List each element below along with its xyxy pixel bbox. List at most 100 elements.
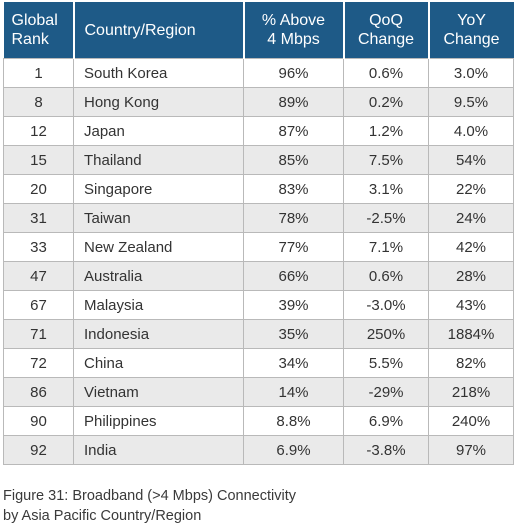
cell-qoq-change: 6.9% — [343, 406, 429, 436]
header-global-rank: Global Rank — [3, 2, 75, 59]
cell-percent-above: 34% — [243, 348, 344, 378]
header-yoy-change-line2: Change — [443, 31, 500, 48]
header-country-region: Country/Region — [73, 2, 245, 59]
cell-country-region: South Korea — [73, 58, 244, 88]
cell-yoy-change: 54% — [428, 145, 514, 175]
figure-caption: Figure 31: Broadband (>4 Mbps) Connectiv… — [3, 486, 508, 526]
cell-country-region: Thailand — [73, 145, 244, 175]
cell-yoy-change: 4.0% — [428, 116, 514, 146]
cell-percent-above: 6.9% — [243, 435, 344, 465]
header-yoy-change: YoY Change — [428, 2, 514, 59]
header-qoq-change-line1: QoQ — [369, 12, 403, 29]
table-row: 31 Taiwan 78% -2.5% 24% — [3, 203, 514, 233]
cell-percent-above: 89% — [243, 87, 344, 117]
table-body: 1 South Korea 96% 0.6% 3.0% 8 Hong Kong 89% 0.2%… — [3, 58, 514, 465]
cell-yoy-change: 9.5% — [428, 87, 514, 117]
table-row: 92 India 6.9% -3.8% 97% — [3, 435, 514, 465]
cell-percent-above: 96% — [243, 58, 344, 88]
header-global-rank-line2: Rank — [11, 31, 49, 48]
cell-global-rank: 1 — [3, 58, 74, 88]
cell-global-rank: 67 — [3, 290, 74, 320]
cell-percent-above: 78% — [243, 203, 344, 233]
header-global-rank-line1: Global — [11, 12, 58, 29]
cell-country-region: Hong Kong — [73, 87, 244, 117]
table-header: Global Rank Country/Region % Above 4 Mbp… — [3, 2, 514, 59]
cell-qoq-change: 5.5% — [343, 348, 429, 378]
table-row: 47 Australia 66% 0.6% 28% — [3, 261, 514, 291]
cell-country-region: Singapore — [73, 174, 244, 204]
cell-qoq-change: 3.1% — [343, 174, 429, 204]
cell-yoy-change: 1884% — [428, 319, 514, 349]
table-row: 20 Singapore 83% 3.1% 22% — [3, 174, 514, 204]
cell-global-rank: 8 — [3, 87, 74, 117]
cell-percent-above: 66% — [243, 261, 344, 291]
table-row: 1 South Korea 96% 0.6% 3.0% — [3, 58, 514, 88]
cell-qoq-change: 7.1% — [343, 232, 429, 262]
header-qoq-change: QoQ Change — [343, 2, 430, 59]
cell-percent-above: 87% — [243, 116, 344, 146]
cell-percent-above: 83% — [243, 174, 344, 204]
cell-yoy-change: 218% — [428, 377, 514, 407]
cell-qoq-change: 0.2% — [343, 87, 429, 117]
cell-global-rank: 33 — [3, 232, 74, 262]
header-yoy-change-line1: YoY — [457, 12, 486, 29]
cell-yoy-change: 240% — [428, 406, 514, 436]
header-row: Global Rank Country/Region % Above 4 Mbp… — [3, 2, 514, 59]
cell-country-region: Australia — [73, 261, 244, 291]
cell-yoy-change: 24% — [428, 203, 514, 233]
header-qoq-change-line2: Change — [357, 31, 415, 48]
cell-qoq-change: -3.8% — [343, 435, 429, 465]
table-row: 33 New Zealand 77% 7.1% 42% — [3, 232, 514, 262]
cell-qoq-change: 1.2% — [343, 116, 429, 146]
table-row: 67 Malaysia 39% -3.0% 43% — [3, 290, 514, 320]
cell-country-region: Indonesia — [73, 319, 244, 349]
header-country-region-line1: Country/Region — [84, 21, 196, 39]
table-row: 71 Indonesia 35% 250% 1884% — [3, 319, 514, 349]
cell-country-region: Malaysia — [73, 290, 244, 320]
cell-percent-above: 14% — [243, 377, 344, 407]
cell-country-region: Taiwan — [73, 203, 244, 233]
connectivity-table-container: Global Rank Country/Region % Above 4 Mbp… — [3, 2, 514, 465]
cell-qoq-change: -3.0% — [343, 290, 429, 320]
cell-country-region: China — [73, 348, 244, 378]
cell-country-region: India — [73, 435, 244, 465]
table-row: 8 Hong Kong 89% 0.2% 9.5% — [3, 87, 514, 117]
cell-global-rank: 71 — [3, 319, 74, 349]
cell-global-rank: 31 — [3, 203, 74, 233]
cell-qoq-change: 7.5% — [343, 145, 429, 175]
table-row: 12 Japan 87% 1.2% 4.0% — [3, 116, 514, 146]
connectivity-table: Global Rank Country/Region % Above 4 Mbp… — [3, 2, 514, 465]
cell-qoq-change: 250% — [343, 319, 429, 349]
cell-yoy-change: 28% — [428, 261, 514, 291]
cell-percent-above: 39% — [243, 290, 344, 320]
table-row: 90 Philippines 8.8% 6.9% 240% — [3, 406, 514, 436]
cell-yoy-change: 3.0% — [428, 58, 514, 88]
table-row: 86 Vietnam 14% -29% 218% — [3, 377, 514, 407]
cell-global-rank: 47 — [3, 261, 74, 291]
cell-yoy-change: 97% — [428, 435, 514, 465]
cell-yoy-change: 82% — [428, 348, 514, 378]
cell-country-region: New Zealand — [73, 232, 244, 262]
figure-caption-line2: by Asia Pacific Country/Region — [3, 508, 202, 524]
header-percent-above-line2: 4 Mbps — [267, 31, 320, 48]
cell-qoq-change: 0.6% — [343, 58, 429, 88]
cell-percent-above: 8.8% — [243, 406, 344, 436]
cell-yoy-change: 42% — [428, 232, 514, 262]
header-percent-above: % Above 4 Mbps — [243, 2, 345, 59]
cell-global-rank: 72 — [3, 348, 74, 378]
cell-global-rank: 12 — [3, 116, 74, 146]
table-row: 15 Thailand 85% 7.5% 54% — [3, 145, 514, 175]
cell-percent-above: 85% — [243, 145, 344, 175]
cell-country-region: Vietnam — [73, 377, 244, 407]
cell-yoy-change: 22% — [428, 174, 514, 204]
cell-qoq-change: 0.6% — [343, 261, 429, 291]
cell-country-region: Philippines — [73, 406, 244, 436]
cell-global-rank: 20 — [3, 174, 74, 204]
cell-global-rank: 15 — [3, 145, 74, 175]
cell-global-rank: 92 — [3, 435, 74, 465]
cell-country-region: Japan — [73, 116, 244, 146]
cell-global-rank: 90 — [3, 406, 74, 436]
table-row: 72 China 34% 5.5% 82% — [3, 348, 514, 378]
cell-qoq-change: -2.5% — [343, 203, 429, 233]
figure-caption-line1: Figure 31: Broadband (>4 Mbps) Connectiv… — [3, 488, 296, 504]
